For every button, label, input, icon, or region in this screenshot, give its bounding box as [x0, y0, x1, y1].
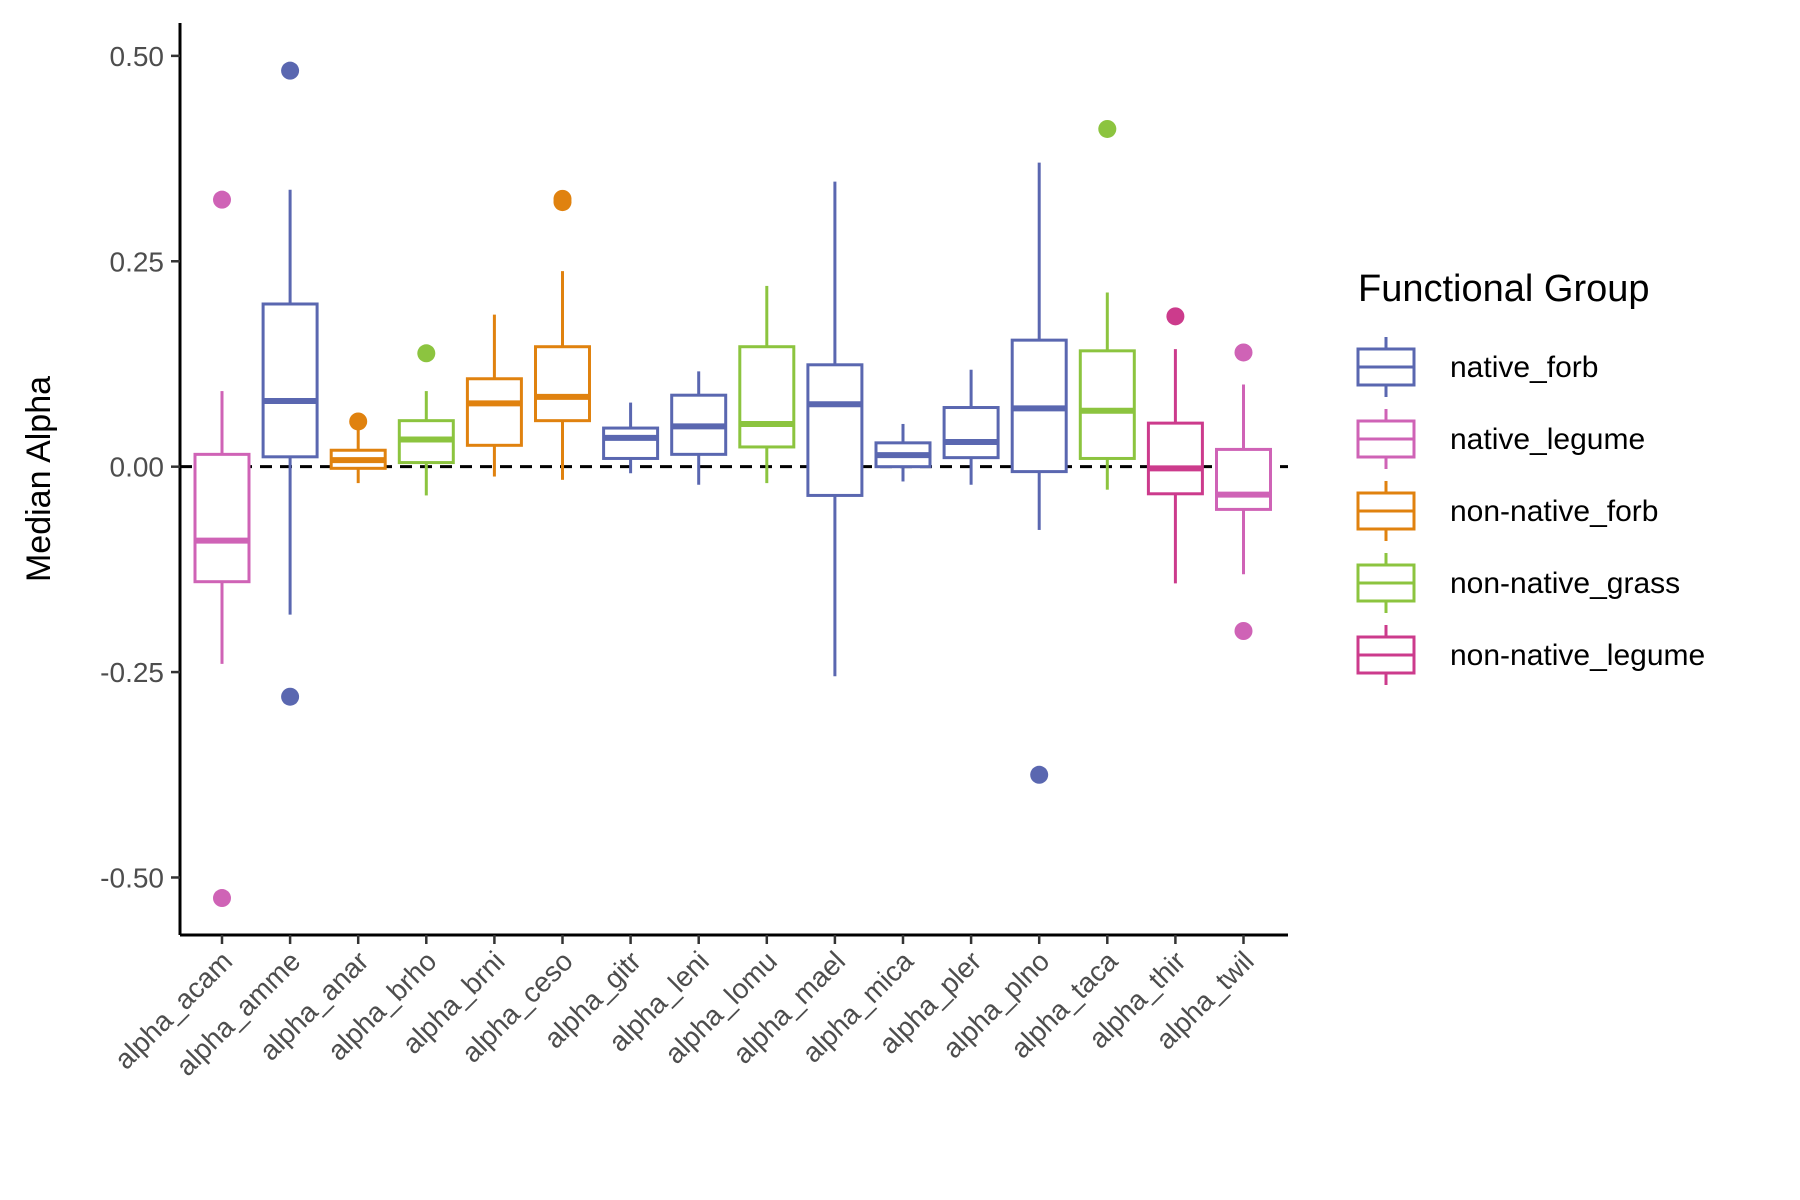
box-body: [1215, 447, 1272, 511]
outlier-point: [1030, 765, 1049, 784]
legend-item-non-native_grass: non-native_grass: [1356, 553, 1680, 613]
box-alpha_mael: [806, 181, 864, 677]
y-tick-label: -0.25: [100, 657, 164, 688]
outlier-point: [213, 889, 231, 908]
outlier-point: [1166, 307, 1185, 326]
box-body: [1146, 421, 1204, 496]
box-body: [465, 377, 523, 447]
legend-item-native_legume: native_legume: [1356, 409, 1645, 469]
box-alpha_leni: [670, 371, 728, 485]
y-axis-title: Median Alpha: [20, 376, 58, 582]
box-body: [1078, 349, 1136, 460]
box-body: [806, 363, 864, 497]
box-alpha_taca: [1078, 119, 1136, 490]
box-body: [738, 345, 796, 449]
legend-item-non-native_forb: non-native_forb: [1356, 481, 1658, 541]
box-alpha_acam: [193, 190, 251, 908]
y-axis-ticks: 0.50 0.25 0.00 -0.25 -0.50: [100, 41, 180, 893]
box-alpha_brho: [397, 344, 455, 496]
legend-label: native_legume: [1450, 423, 1645, 456]
box-body: [942, 406, 1000, 460]
outlier-point: [553, 189, 572, 208]
legend: Functional Group native_forb native_legum…: [1356, 268, 1705, 685]
box-alpha_anar: [329, 412, 387, 484]
y-tick-label: -0.50: [100, 862, 164, 893]
outlier-point: [1234, 622, 1253, 640]
legend-label: native_forb: [1450, 351, 1598, 384]
box-alpha_twil: [1215, 343, 1272, 640]
plot-area: [180, 61, 1288, 908]
legend-label: non-native_forb: [1450, 495, 1658, 528]
legend-item-native_forb: native_forb: [1356, 337, 1598, 397]
y-tick-label: 0.25: [110, 246, 165, 277]
box-body: [261, 302, 319, 459]
outlier-point: [1098, 119, 1117, 138]
box-alpha_lomu: [738, 285, 796, 484]
y-tick-label: 0.50: [110, 41, 165, 72]
outlier-point: [281, 61, 300, 80]
y-tick-label: 0.00: [110, 452, 165, 483]
box-alpha_mica: [874, 423, 932, 482]
box-alpha_amme: [261, 61, 319, 706]
legend-title: Functional Group: [1358, 268, 1650, 310]
legend-item-non-native_legume: non-native_legume: [1356, 625, 1705, 685]
box-body: [534, 345, 591, 423]
legend-label: non-native_legume: [1450, 639, 1705, 672]
outlier-point: [349, 412, 368, 431]
box-alpha_brni: [465, 314, 523, 477]
outlier-point: [1234, 343, 1253, 362]
legend-label: non-native_grass: [1450, 567, 1680, 600]
box-alpha_thir: [1146, 307, 1204, 584]
box-alpha_gitr: [602, 402, 660, 474]
outlier-point: [417, 344, 436, 363]
box-body: [602, 426, 660, 460]
x-axis-ticks: alpha_acamalpha_ammealpha_anaralpha_brho…: [108, 935, 1260, 1082]
outlier-point: [281, 687, 300, 706]
box-alpha_plno: [1010, 162, 1068, 784]
outlier-point: [213, 190, 231, 209]
box-body: [193, 452, 251, 584]
box-alpha_ceso: [534, 189, 591, 480]
box-alpha_pler: [942, 369, 1000, 485]
